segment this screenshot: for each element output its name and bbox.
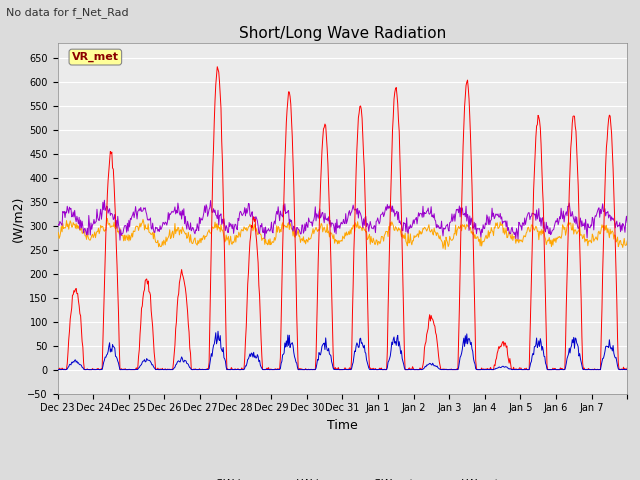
Legend: SW in, LW in, SW out, LW out: SW in, LW in, SW out, LW out: [181, 474, 504, 480]
X-axis label: Time: Time: [327, 419, 358, 432]
Text: No data for f_Net_Rad: No data for f_Net_Rad: [6, 7, 129, 18]
Title: Short/Long Wave Radiation: Short/Long Wave Radiation: [239, 25, 446, 41]
Text: VR_met: VR_met: [72, 52, 119, 62]
Y-axis label: (W/m2): (W/m2): [12, 195, 24, 241]
